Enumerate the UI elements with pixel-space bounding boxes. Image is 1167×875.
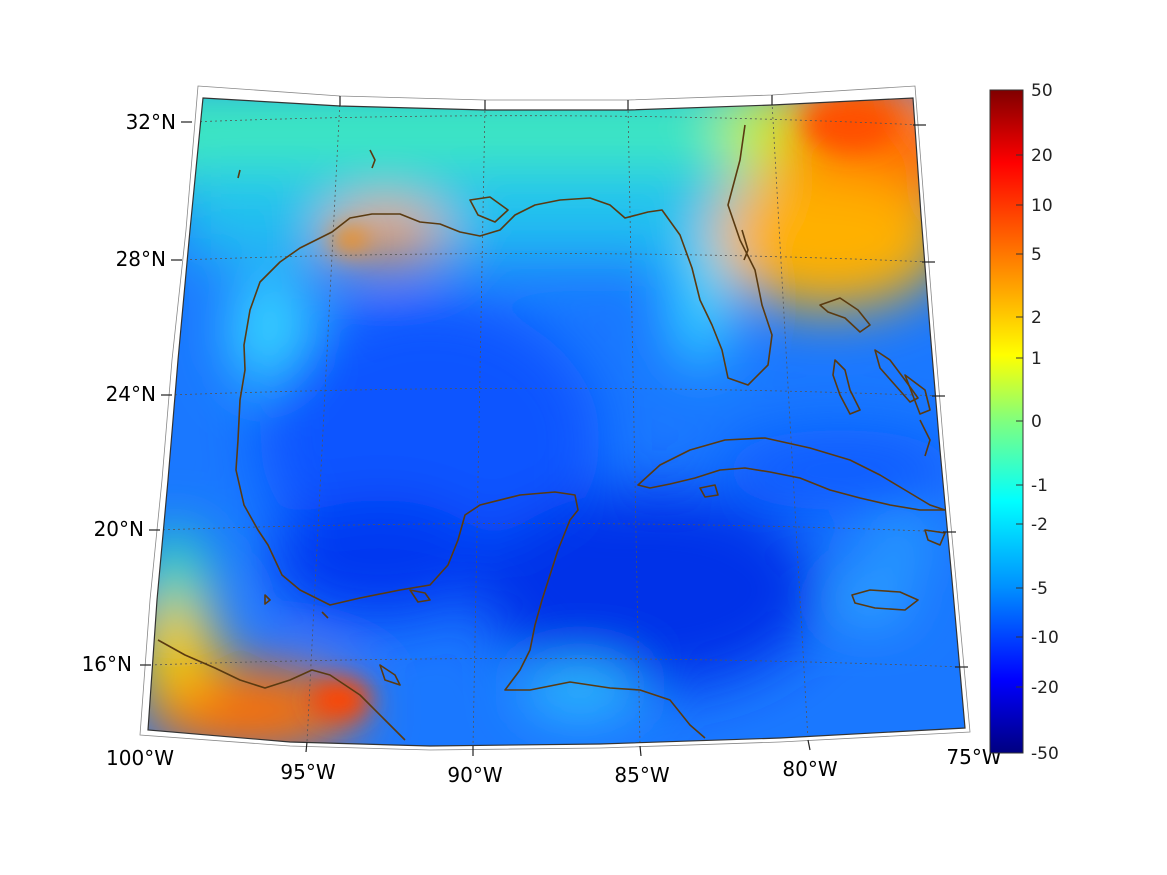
graticule <box>149 99 963 746</box>
coastlines <box>157 124 946 741</box>
lat-label: 20°N <box>94 517 144 541</box>
map-frame <box>147 97 966 747</box>
lat-label: 32°N <box>126 110 176 134</box>
lat-label: 24°N <box>106 382 156 406</box>
colorbar: 50 20 10 5 2 1 0 -1 -2 -5 -10 -20 -50 <box>989 81 1059 764</box>
lon-label: 100°W <box>106 746 174 770</box>
colorbar-tick-label: -1 <box>1031 476 1048 496</box>
colorbar-tick-label: 1 <box>1031 349 1042 369</box>
lon-label: 80°W <box>782 757 837 781</box>
lon-label: 85°W <box>614 763 669 787</box>
map-outer-frame <box>139 85 971 751</box>
data-field <box>148 98 965 746</box>
colorbar-tick-label: 20 <box>1031 146 1053 166</box>
lon-label: 95°W <box>280 760 335 784</box>
colorbar-tick-label: 5 <box>1031 245 1042 265</box>
colorbar-tick-label: 10 <box>1031 196 1053 216</box>
lat-label: 16°N <box>82 652 132 676</box>
longitude-labels: 100°W 95°W 90°W 85°W 80°W 75°W <box>106 745 1002 787</box>
colorbar-tick-label: 0 <box>1031 412 1042 432</box>
colorbar-tick-label: -50 <box>1031 744 1059 764</box>
latitude-labels: 32°N 28°N 24°N 20°N 16°N <box>82 110 176 676</box>
colorbar-tick-label: -2 <box>1031 515 1048 535</box>
colorbar-tick-label: -10 <box>1031 628 1059 648</box>
colorbar-tick-label: 50 <box>1031 81 1053 101</box>
colorbar-tick-label: -5 <box>1031 579 1048 599</box>
lon-label: 90°W <box>447 763 502 787</box>
axis-ticks <box>140 95 968 757</box>
colorbar-tick-label: -20 <box>1031 678 1059 698</box>
colorbar-tick-label: 2 <box>1031 308 1042 328</box>
lat-label: 28°N <box>116 247 166 271</box>
